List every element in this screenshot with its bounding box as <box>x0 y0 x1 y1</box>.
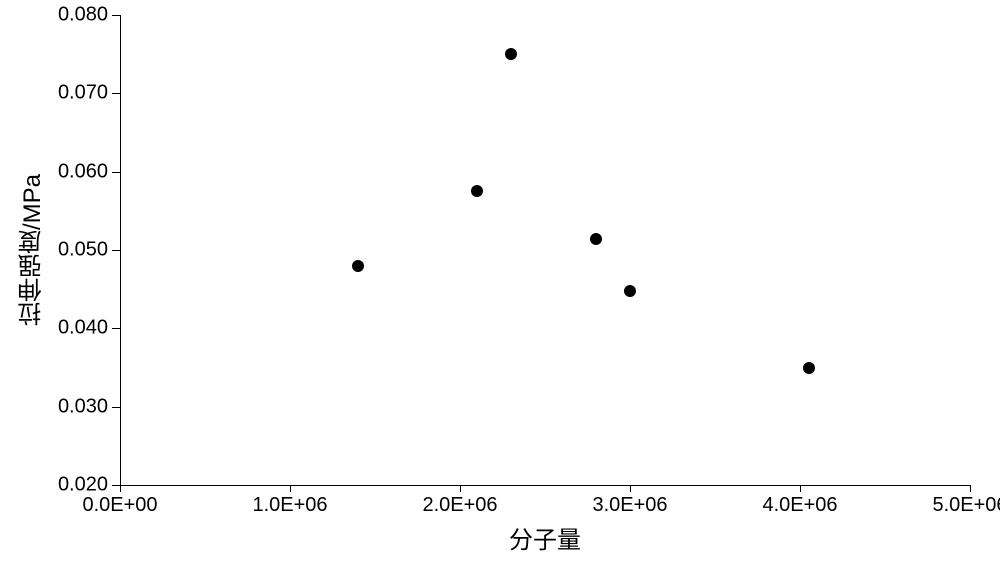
y-tick-label: 0.020 <box>58 474 108 497</box>
data-point <box>471 185 483 197</box>
x-tick-label: 4.0E+06 <box>762 494 837 517</box>
y-tick <box>112 328 120 329</box>
data-point <box>352 260 364 272</box>
x-tick-label: 5.0E+06 <box>932 494 1000 517</box>
y-axis-label: 拉伸强度/MPa <box>15 174 50 326</box>
scatter-chart: 0.0E+00 1.0E+06 2.0E+06 3.0E+06 4.0E+06 5.0E+… <box>0 0 1000 576</box>
y-tick-label: 0.070 <box>58 82 108 105</box>
y-tick <box>112 15 120 16</box>
x-axis-line <box>120 485 970 486</box>
data-point <box>624 285 636 297</box>
x-tick <box>290 485 291 492</box>
y-axis-line <box>120 15 121 485</box>
y-tick <box>112 172 120 173</box>
x-tick-label: 3.0E+06 <box>592 494 667 517</box>
y-tick-label: 0.060 <box>58 160 108 183</box>
y-tick-label: 0.040 <box>58 317 108 340</box>
data-point <box>590 233 602 245</box>
y-tick <box>112 485 120 486</box>
x-tick <box>630 485 631 492</box>
x-tick-label: 2.0E+06 <box>422 494 497 517</box>
x-tick <box>970 485 971 492</box>
data-point <box>505 48 517 60</box>
x-tick <box>120 485 121 492</box>
x-tick-label: 0.0E+00 <box>82 494 157 517</box>
y-tick <box>112 250 120 251</box>
x-tick <box>460 485 461 492</box>
y-tick <box>112 407 120 408</box>
data-point <box>803 362 815 374</box>
x-axis-label: 分子量 <box>509 520 581 555</box>
y-tick-label: 0.030 <box>58 395 108 418</box>
x-tick-label: 1.0E+06 <box>252 494 327 517</box>
y-tick-label: 0.080 <box>58 4 108 27</box>
x-tick <box>800 485 801 492</box>
y-tick-label: 0.050 <box>58 239 108 262</box>
y-tick <box>112 93 120 94</box>
